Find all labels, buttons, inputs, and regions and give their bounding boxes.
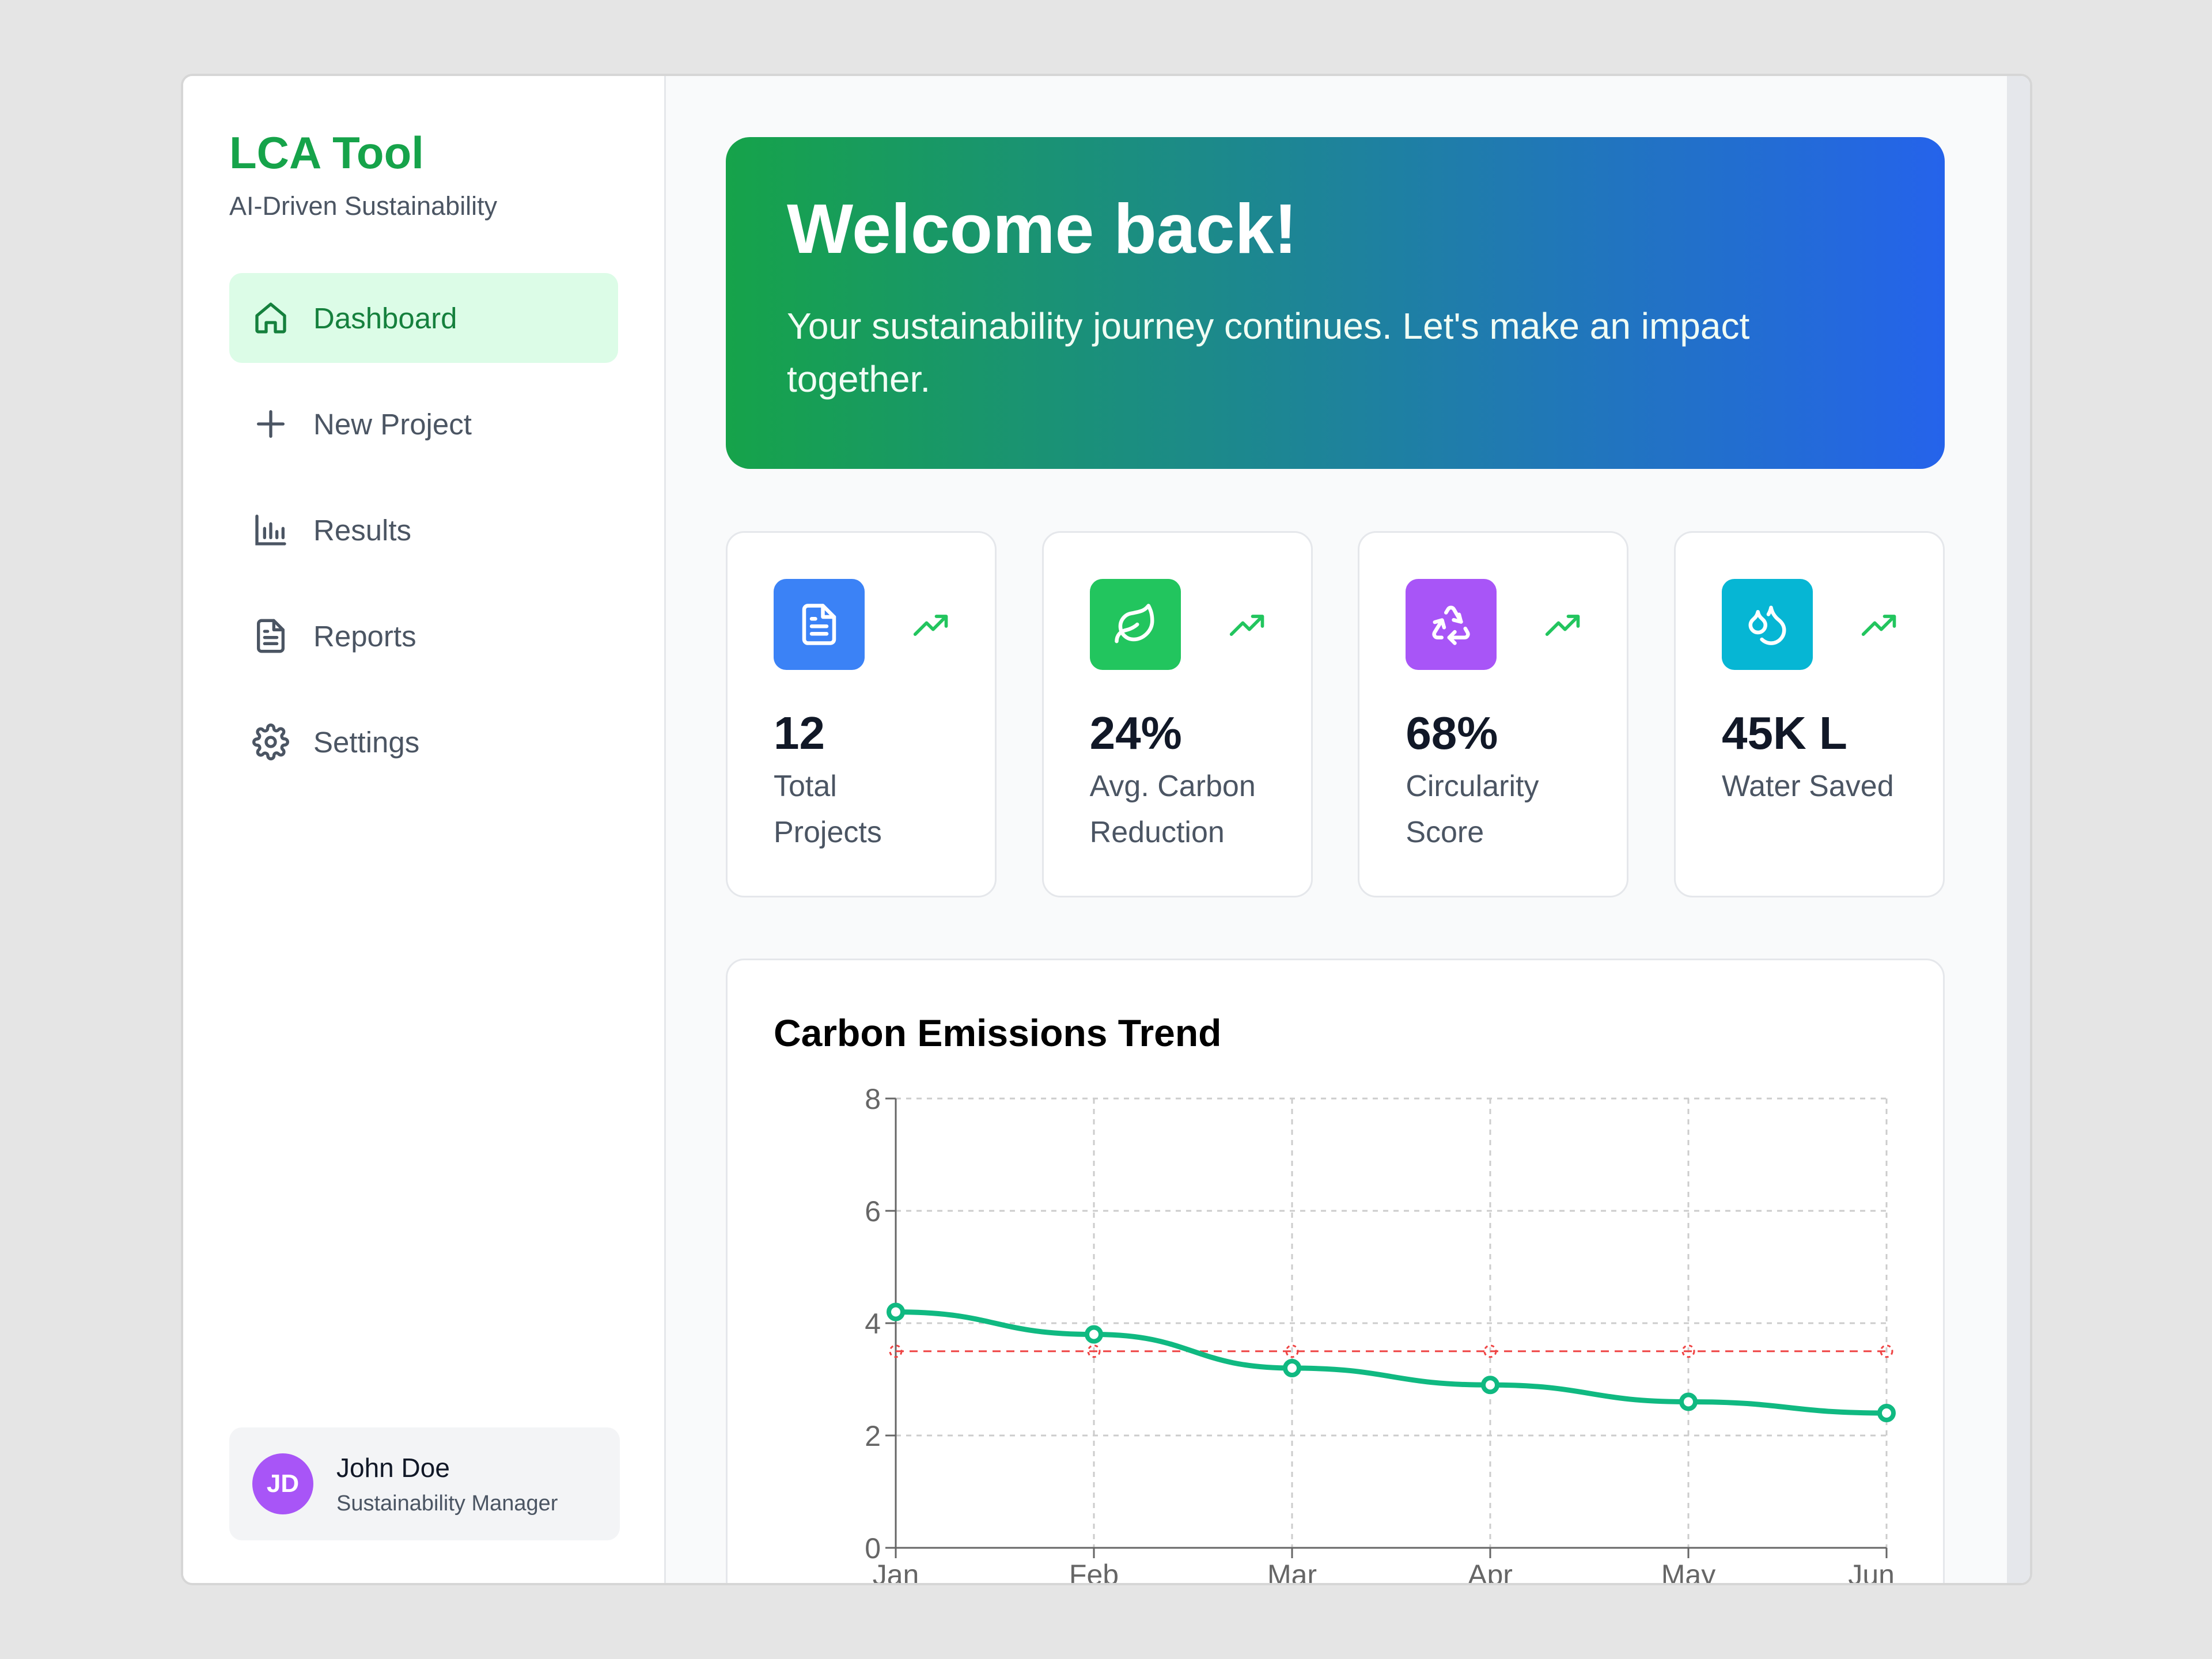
stats-row: 12 Total Projects 24% Avg. Carbon Reduct… <box>726 531 1945 897</box>
document-icon <box>774 579 865 670</box>
stat-value: 45K L <box>1721 707 1847 759</box>
y-tick-label: 6 <box>865 1195 881 1228</box>
user-name: John Doe <box>336 1452 450 1483</box>
x-tick-label: May <box>1661 1559 1715 1585</box>
emissions-line <box>895 1309 1887 1416</box>
target-point <box>1087 1344 1101 1358</box>
user-role: Sustainability Manager <box>336 1491 558 1516</box>
trending-up-icon <box>913 615 948 636</box>
sidebar-item-results[interactable]: Results <box>229 485 618 575</box>
sidebar-item-label: Reports <box>313 619 416 653</box>
emissions-point <box>1481 1376 1499 1395</box>
stat-label: Circularity Score <box>1406 770 1539 849</box>
bar-chart-icon <box>252 512 289 548</box>
trending-up-icon <box>1546 615 1580 636</box>
sidebar: LCA Tool AI-Driven Sustainability Dashbo… <box>183 76 666 1583</box>
sidebar-item-label: Results <box>313 513 412 547</box>
sidebar-item-settings[interactable]: Settings <box>229 697 618 787</box>
emissions-point <box>1085 1325 1103 1344</box>
stat-label: Avg. Carbon Reduction <box>1089 770 1256 849</box>
trending-up-icon <box>1861 615 1896 636</box>
y-tick-label: 4 <box>865 1308 881 1340</box>
x-tick-label: Mar <box>1267 1559 1317 1585</box>
sidebar-item-new-project[interactable]: New Project <box>229 379 618 469</box>
app-title: LCA Tool <box>229 127 424 178</box>
stat-label: Water Saved <box>1721 770 1894 803</box>
x-tick-label: Feb <box>1069 1559 1119 1585</box>
droplets-icon <box>1721 579 1813 670</box>
target-point <box>889 1344 903 1358</box>
emissions-point <box>1283 1359 1301 1377</box>
emissions-point <box>887 1302 905 1321</box>
avatar: JD <box>252 1453 313 1514</box>
y-tick-label: 2 <box>865 1420 881 1452</box>
x-tick-label: Jun <box>1848 1559 1895 1585</box>
recycle-icon <box>1406 579 1497 670</box>
chart-title: Carbon Emissions Trend <box>774 1012 1222 1054</box>
sidebar-item-reports[interactable]: Reports <box>229 591 618 681</box>
stat-card-carbon-reduction[interactable]: 24% Avg. Carbon Reduction <box>1041 531 1313 897</box>
emissions-chart: 0 2 4 6 8 Jan Feb Mar Apr May Jun <box>865 1083 1896 1585</box>
sidebar-item-label: New Project <box>313 407 472 441</box>
plus-icon <box>252 406 289 442</box>
x-tick-label: Apr <box>1468 1559 1513 1585</box>
file-text-icon <box>252 618 289 654</box>
user-profile-card[interactable]: JD John Doe Sustainability Manager <box>229 1427 620 1540</box>
app-window: LCA Tool AI-Driven Sustainability Dashbo… <box>181 74 2032 1585</box>
y-tick-label: 8 <box>865 1083 881 1115</box>
sidebar-item-label: Settings <box>313 725 420 759</box>
welcome-title: Welcome back! <box>787 190 1297 268</box>
leaf-icon <box>1089 579 1181 670</box>
emissions-point <box>1679 1392 1698 1411</box>
trending-up-icon <box>1229 615 1264 636</box>
gear-icon <box>252 724 289 760</box>
emissions-point <box>1877 1404 1896 1422</box>
stat-value: 24% <box>1089 707 1182 759</box>
sidebar-item-label: Dashboard <box>313 301 457 335</box>
target-point <box>1483 1344 1497 1358</box>
main-content: Welcome back! Your sustainability journe… <box>666 76 2030 1583</box>
sidebar-nav: Dashboard New Project Results Reports <box>229 273 618 787</box>
app-subtitle: AI-Driven Sustainability <box>229 191 498 221</box>
stat-value: 12 <box>774 707 825 759</box>
scrollbar[interactable] <box>2007 76 2030 1583</box>
target-point <box>1681 1344 1695 1358</box>
welcome-message: Your sustainability journey continues. L… <box>787 305 1750 400</box>
emissions-chart-card: 0 2 4 6 8 Jan Feb Mar Apr May Jun Carbon Emissions… <box>726 959 1945 1585</box>
x-tick-label: Jan <box>873 1559 919 1585</box>
sidebar-item-dashboard[interactable]: Dashboard <box>229 273 618 363</box>
stat-card-circularity[interactable]: 68% Circularity Score <box>1358 531 1629 897</box>
target-point <box>1285 1344 1299 1358</box>
y-tick-label: 0 <box>865 1532 881 1565</box>
target-point <box>1880 1344 1893 1358</box>
home-icon <box>252 300 289 336</box>
stat-label: Total Projects <box>774 770 882 849</box>
stat-card-total-projects[interactable]: 12 Total Projects <box>726 531 997 897</box>
welcome-banner: Welcome back! Your sustainability journe… <box>726 137 1945 469</box>
stat-value: 68% <box>1406 707 1498 759</box>
stat-card-water-saved[interactable]: 45K L Water Saved <box>1673 531 1945 897</box>
